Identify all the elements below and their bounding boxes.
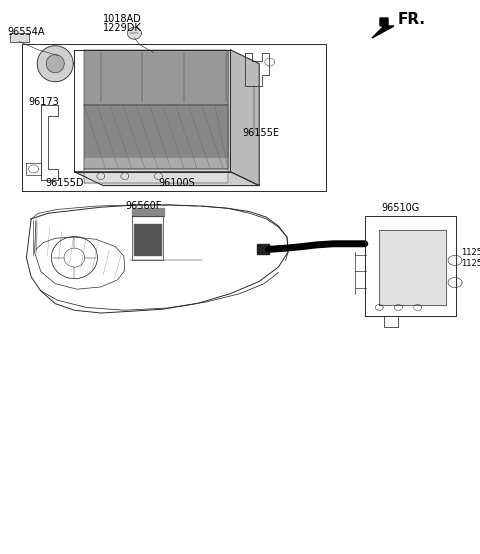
Polygon shape (84, 158, 228, 169)
Text: 96155D: 96155D (46, 178, 84, 188)
Text: 96155E: 96155E (242, 128, 279, 138)
Polygon shape (84, 105, 228, 169)
Text: FR.: FR. (398, 13, 426, 28)
Polygon shape (132, 208, 164, 216)
Text: 96560F: 96560F (126, 201, 162, 211)
Text: 96100S: 96100S (158, 178, 195, 188)
Polygon shape (74, 172, 259, 186)
Text: 1018AD: 1018AD (103, 14, 142, 24)
Polygon shape (46, 55, 64, 73)
Polygon shape (134, 224, 161, 255)
Polygon shape (84, 169, 228, 183)
Text: 1229DK: 1229DK (103, 23, 142, 33)
Polygon shape (230, 50, 259, 186)
Polygon shape (10, 33, 29, 42)
Polygon shape (37, 46, 73, 81)
Text: 1125GA: 1125GA (461, 248, 480, 257)
Polygon shape (372, 18, 394, 38)
Text: 96554A: 96554A (7, 27, 45, 37)
Text: 96173: 96173 (29, 98, 60, 107)
Polygon shape (128, 27, 142, 39)
Polygon shape (84, 50, 228, 105)
Polygon shape (379, 230, 446, 305)
Polygon shape (257, 244, 269, 254)
Text: 96510G: 96510G (382, 203, 420, 213)
Text: 1125KC: 1125KC (461, 259, 480, 268)
